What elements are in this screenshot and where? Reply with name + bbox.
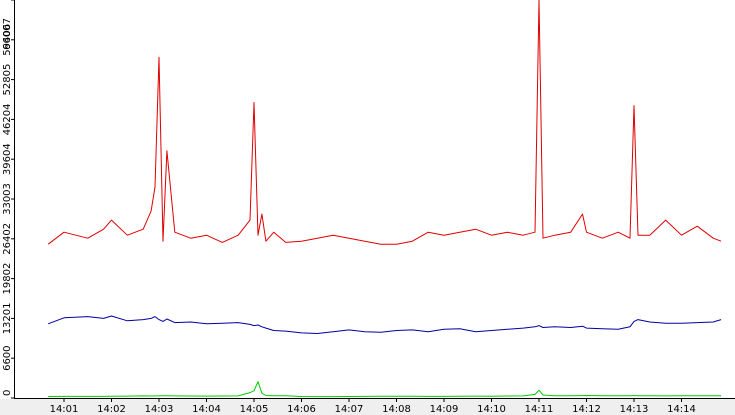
- x-tick-label: 14:01: [50, 404, 79, 415]
- y-tick-label: 19802: [2, 263, 13, 295]
- y-tick-label: 39604: [2, 143, 13, 175]
- y-tick-label: 46204: [2, 103, 13, 135]
- series-line-1: [47, 0, 722, 245]
- x-tick-label: 14:06: [287, 404, 316, 415]
- y-tick: 26402: [2, 223, 14, 255]
- y-tick: 19802: [2, 263, 14, 295]
- x-tick-label: 14:04: [192, 404, 221, 415]
- x-tick-label: 14:05: [240, 404, 269, 415]
- y-tick: 6600: [2, 345, 14, 371]
- x-tick-label: 14:10: [477, 404, 506, 415]
- series-layer: [47, 0, 722, 398]
- y-tick: 46204: [2, 103, 14, 135]
- x-tick-label: 14:13: [620, 404, 649, 415]
- y-tick-label: 59406: [2, 24, 13, 56]
- y-tick-label: 66007: [2, 18, 13, 50]
- series-line-3: [48, 381, 722, 398]
- y-tick-label: 0: [2, 390, 13, 396]
- x-tick-label: 14:11: [525, 404, 554, 415]
- x-axis-band: [0, 399, 735, 415]
- series-line-2: [48, 315, 722, 334]
- y-tick-label: 13201: [2, 302, 13, 334]
- x-tick-label: 14:09: [430, 404, 459, 415]
- y-tick: 66007: [2, 0, 14, 50]
- y-tick-label: 26402: [2, 223, 13, 255]
- x-axis: 14:01 14:02 14:03 14:04 14:05 14:06 14:07 14:08…: [50, 398, 696, 415]
- y-tick-label: 33003: [2, 183, 13, 215]
- x-tick-label: 14:08: [382, 404, 411, 415]
- y-axis: 0 6600 13201 19802 26402 33003 39604 46204 52805…: [2, 0, 14, 399]
- y-tick: 13201: [2, 302, 14, 334]
- x-tick-label: 14:07: [335, 404, 364, 415]
- y-tick: 52805: [2, 64, 14, 96]
- x-tick-label: 14:02: [97, 404, 126, 415]
- x-tick-label: 14:14: [667, 404, 696, 415]
- y-tick: 33003: [2, 183, 14, 215]
- y-tick-label: 6600: [2, 345, 13, 370]
- y-tick: 59406: [2, 24, 14, 56]
- x-tick-label: 14:12: [572, 404, 601, 415]
- y-tick: 0: [2, 390, 14, 399]
- y-tick-label: 52805: [2, 64, 13, 96]
- y-tick: 39604: [2, 143, 14, 175]
- x-tick-label: 14:03: [145, 404, 174, 415]
